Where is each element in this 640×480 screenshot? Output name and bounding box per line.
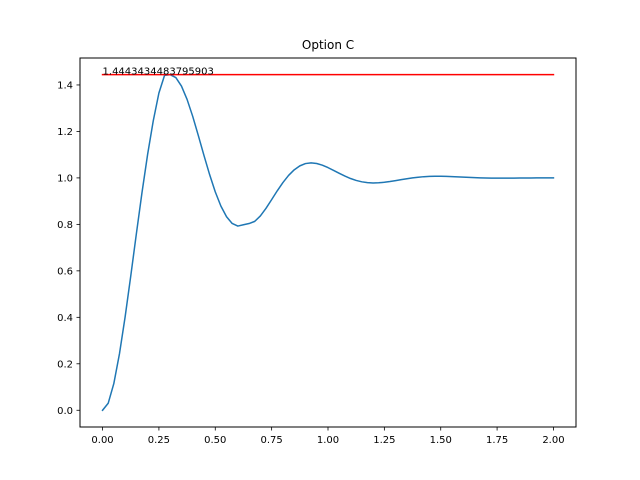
- x-axis: 0.00 0.25 0.50 0.75 1.00 1.25 1.50 1.75 2.00: [91, 427, 565, 446]
- x-tick-label: 0.25: [148, 435, 170, 446]
- x-tick-label: 0.75: [261, 435, 283, 446]
- x-tick-label: 1.50: [430, 435, 452, 446]
- y-axis: 0.0 0.2 0.4 0.6 0.8 1.0 1.2 1.4: [57, 80, 80, 417]
- chart-title: Option C: [302, 38, 354, 52]
- y-tick-label: 1.4: [57, 80, 73, 91]
- y-tick-label: 1.0: [57, 173, 73, 184]
- plot-area: [101, 73, 555, 412]
- y-tick-label: 0.8: [57, 220, 73, 231]
- annotation-label: 1.4443434483795903: [103, 67, 214, 78]
- y-tick-label: 0.6: [57, 266, 73, 277]
- x-tick-label: 1.00: [317, 435, 339, 446]
- x-tick-label: 1.75: [486, 435, 508, 446]
- series-line-0: [101, 73, 555, 412]
- y-tick-label: 1.2: [57, 127, 73, 138]
- y-tick-label: 0.2: [57, 359, 73, 370]
- y-tick-label: 0.0: [57, 406, 73, 417]
- x-tick-label: 0.50: [204, 435, 226, 446]
- annotations: 1.4443434483795903: [103, 67, 214, 78]
- x-tick-label: 2.00: [542, 435, 564, 446]
- x-tick-label: 0.00: [91, 435, 113, 446]
- x-tick-label: 1.25: [373, 435, 395, 446]
- y-tick-label: 0.4: [57, 313, 73, 324]
